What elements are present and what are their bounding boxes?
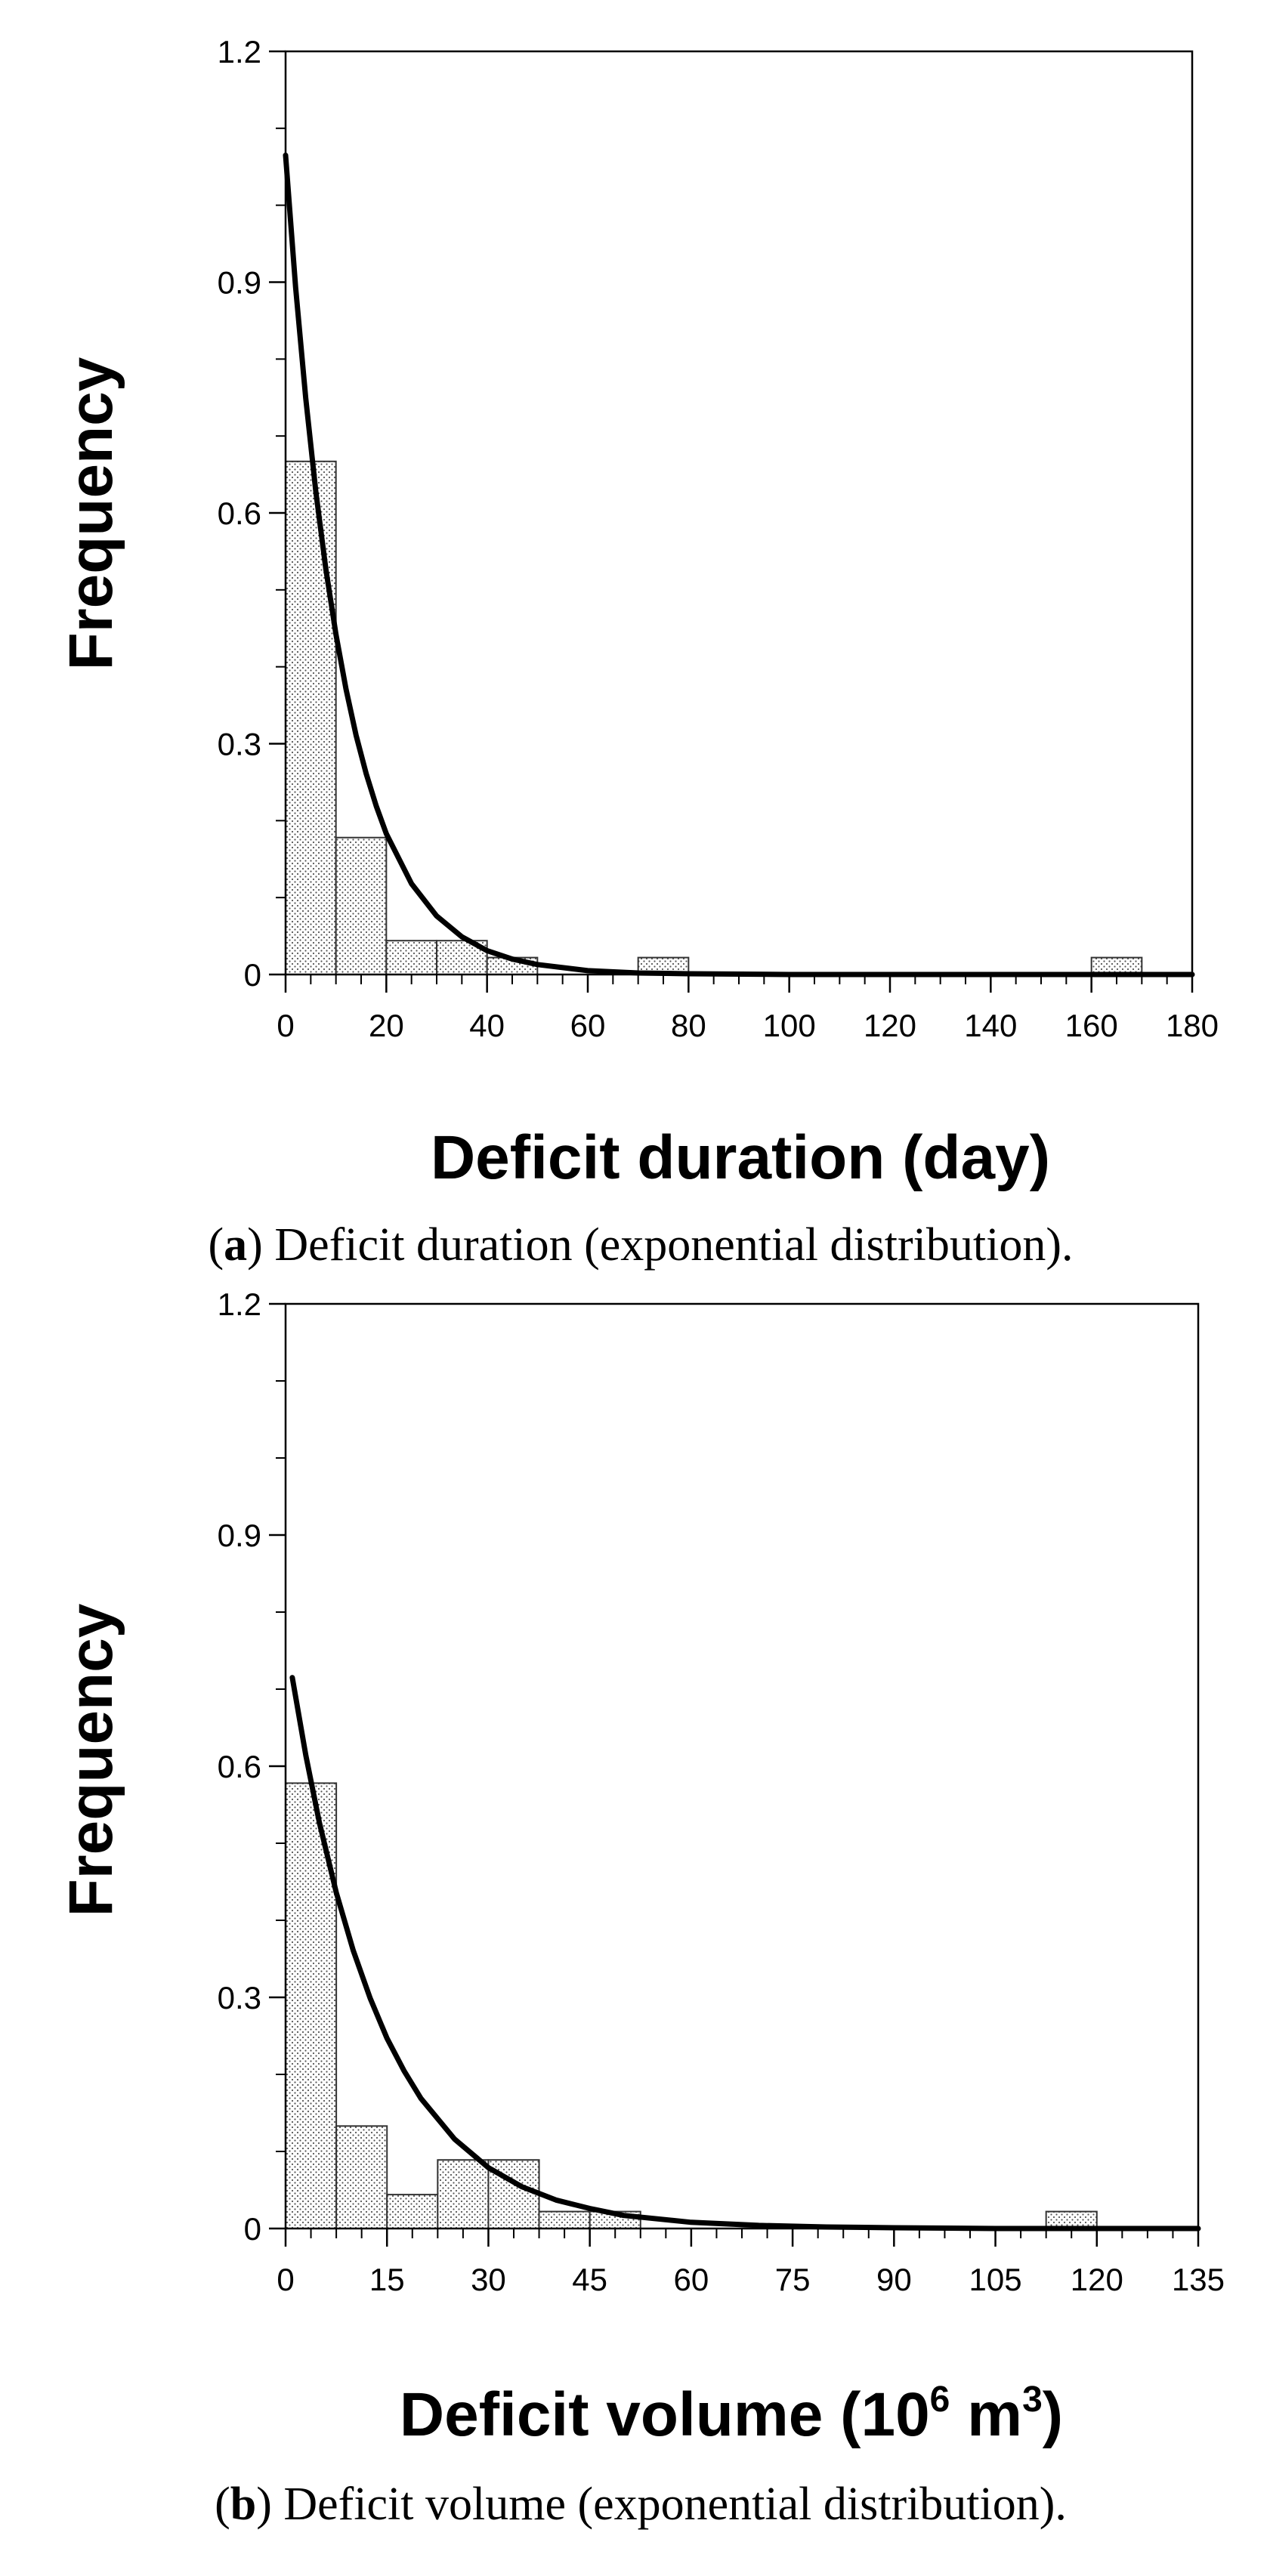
panel-a-x-tick-label: 120	[864, 1008, 916, 1043]
panel-b-x-tick-label: 105	[969, 2262, 1022, 2297]
panel-a-fitted-curve	[283, 153, 1195, 978]
panel-a-y-tick-label: 0.9	[218, 265, 261, 301]
panel-b-plot-frame	[284, 1302, 1200, 2230]
panel-b-y-tick-label: 0.3	[218, 1980, 261, 2015]
panel-b-plot: 0 0.3 0.6 0.9 1.2 0 15 30 45 60 75 90 105 120 135	[218, 1286, 1225, 2297]
panel-b-x-tick-label: 0	[277, 2262, 294, 2297]
panel-a-x-tick-label: 40	[469, 1008, 505, 1043]
panel-b-x-tick-label: 30	[471, 2262, 506, 2297]
panel-a-x-tick-label: 60	[570, 1008, 606, 1043]
panel-a-histogram-bar	[335, 836, 388, 976]
panel-a-y-tick-label: 0.6	[218, 496, 261, 531]
panel-a-y-tick-label: 0.3	[218, 727, 261, 762]
panel-b-y-tick-label: 0	[244, 2211, 261, 2247]
panel-b-x-tick-label: 120	[1071, 2262, 1123, 2297]
panel-b-x-tick-label: 45	[572, 2262, 607, 2297]
panel-a-plot: 0 0.3 0.6 0.9 1.2 0 20 40 60 80 100 120 140 160 180	[218, 34, 1219, 1043]
panel-b-x-tick-label: 60	[674, 2262, 709, 2297]
panel-b-y-tick-label: 0.9	[218, 1518, 261, 1553]
panel-a-x-tick-label: 100	[763, 1008, 816, 1043]
panel-b-y-axis-title: Frequency	[57, 1603, 125, 1917]
panel-a-x-tick-label: 80	[671, 1008, 706, 1043]
panel-b-x-tick-label: 15	[369, 2262, 405, 2297]
panel-a-histogram-bar	[385, 940, 438, 976]
panel-b-x-tick-label: 75	[775, 2262, 811, 2297]
panel-b-x-axis-title: Deficit volume (106 m3)	[400, 2380, 1063, 2449]
panel-a-y-tick-label: 0	[244, 957, 261, 993]
panel-a-plot-frame	[284, 50, 1194, 976]
panel-a-histogram-bar	[285, 460, 337, 975]
panel-a-x-tick-label: 20	[369, 1008, 404, 1043]
panel-a-y-axis-title: Frequency	[57, 357, 125, 670]
panel-b: 0 0.3 0.6 0.9 1.2 0 15 30 45 60 75 90 105 120 135 Freq…	[57, 1286, 1225, 2530]
panel-b-histogram-bar	[386, 2194, 439, 2230]
panel-a-x-tick-label: 140	[964, 1008, 1017, 1043]
panel-b-fitted-curve	[289, 1675, 1201, 2232]
panel-b-histogram-bar	[437, 2159, 490, 2229]
panel-a-x-tick-label: 0	[277, 1008, 294, 1043]
panel-b-x-tick-label: 135	[1172, 2262, 1225, 2297]
panel-a-x-tick-label: 160	[1065, 1008, 1118, 1043]
panel-a-y-tick-label: 1.2	[218, 34, 261, 69]
panel-b-histogram-bar	[538, 2210, 591, 2230]
panel-a-x-tick-label: 180	[1166, 1008, 1219, 1043]
panel-a-x-axis-title: Deficit duration (day)	[431, 1123, 1050, 1192]
panel-b-caption: (b) Deficit volume (exponential distribu…	[215, 2479, 1067, 2530]
panel-a-caption: (a) Deficit duration (exponential distri…	[209, 1219, 1074, 1271]
panel-b-y-tick-label: 0.6	[218, 1749, 261, 1784]
panel-a: 0 0.3 0.6 0.9 1.2 0 20 40 60 80 100 120 140 160 180 Fr…	[57, 34, 1219, 1271]
panel-b-y-tick-label: 1.2	[218, 1286, 261, 1322]
panel-b-histogram-bar	[335, 2125, 388, 2230]
panel-b-x-tick-label: 90	[876, 2262, 912, 2297]
